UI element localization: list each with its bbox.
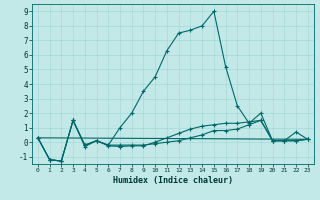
X-axis label: Humidex (Indice chaleur): Humidex (Indice chaleur) [113,176,233,185]
